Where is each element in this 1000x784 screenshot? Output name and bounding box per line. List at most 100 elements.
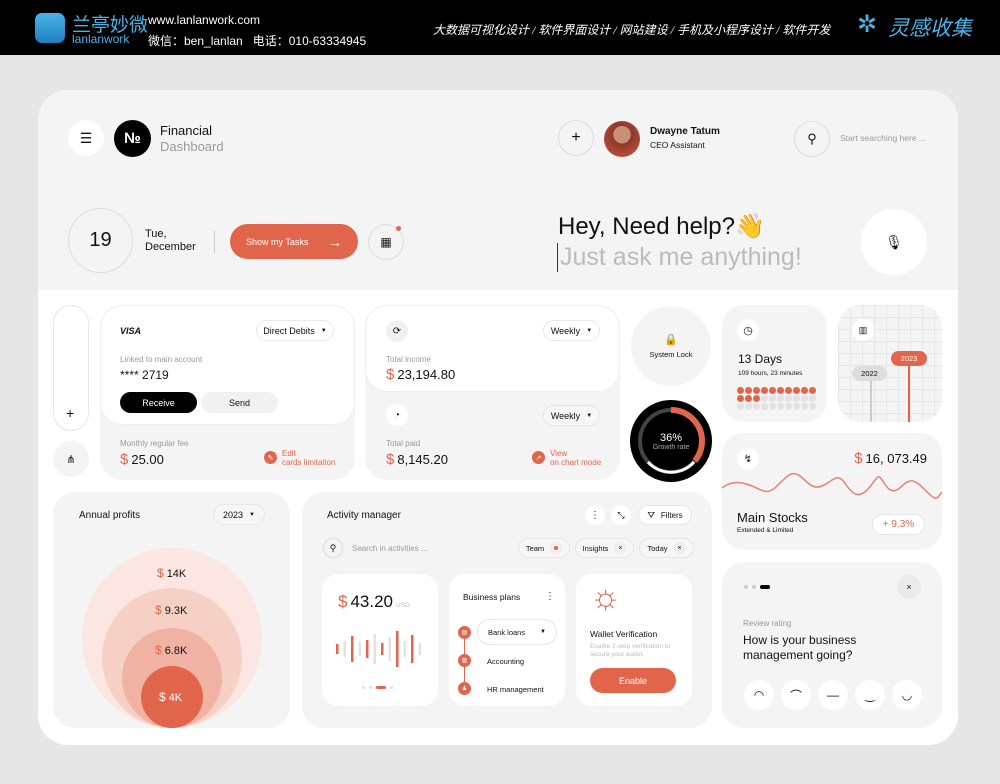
progress-dot	[745, 403, 752, 410]
wave-bar	[336, 644, 339, 654]
logo-cn: 兰亭妙微	[72, 15, 149, 36]
stocks-wave	[722, 472, 942, 499]
year-2022-line	[870, 373, 872, 422]
progress-dot	[777, 387, 784, 394]
income-period-dropdown[interactable]: Weekly ▼	[543, 320, 600, 341]
date-month: December	[145, 241, 196, 253]
direct-debits-dropdown[interactable]: Direct Debits ▼	[256, 320, 334, 341]
caret-down-icon: ▼	[320, 327, 327, 334]
logo-badge: №	[114, 120, 151, 157]
carousel-dots[interactable]	[362, 686, 393, 689]
hr-icon: ♟	[458, 682, 471, 695]
progress-dot	[761, 387, 768, 394]
plan-hr[interactable]: HR management	[487, 685, 544, 694]
close-button[interactable]: ×	[897, 575, 921, 599]
menu-button[interactable]: ☰	[68, 120, 104, 156]
filters-button[interactable]: ⛛ Filters	[638, 505, 692, 525]
income-icon: ⟳	[386, 320, 408, 342]
edit-limit-link[interactable]: Edit cards limitation	[282, 449, 335, 467]
microphone-button[interactable]: 🎙	[861, 209, 927, 275]
progress-dot	[777, 395, 784, 402]
plan-accounting[interactable]: Accounting	[487, 657, 525, 666]
receive-button[interactable]: Receive	[120, 392, 197, 413]
system-lock-button[interactable]: 🔒 System Lock	[631, 306, 711, 386]
view-chart-link[interactable]: View on chart mode	[550, 449, 601, 467]
wave-bar	[403, 641, 406, 657]
year-dropdown[interactable]: 2023 ▼	[213, 504, 265, 525]
rating-face-1[interactable]: ◠	[744, 680, 774, 710]
year-2023-pill[interactable]: 2023	[891, 351, 927, 366]
progress-dots	[737, 387, 817, 410]
close-icon[interactable]: ×	[673, 542, 686, 554]
wave-bar	[418, 643, 421, 655]
search-button[interactable]: ⚲	[794, 121, 830, 157]
progress-dot	[801, 395, 808, 402]
plan-label: Bank loans	[488, 627, 526, 637]
progress-dot	[737, 387, 744, 394]
enable-button[interactable]: Enable	[590, 668, 676, 693]
paid-label: Total paid	[386, 439, 421, 448]
chart-mode-icon[interactable]: ↗	[532, 451, 545, 464]
assistant-greeting: Hey, Need help?👋	[558, 213, 765, 240]
wave-bar	[411, 635, 414, 663]
more-options-button[interactable]: ⋮	[585, 505, 605, 525]
collapse-button[interactable]: ⤡	[611, 505, 631, 525]
profit-circle-4	[141, 666, 203, 728]
send-button[interactable]: Send	[201, 392, 278, 413]
profit-label-1: $14K	[157, 566, 187, 580]
plus-icon[interactable]: +	[66, 405, 75, 421]
add-button[interactable]: +	[558, 120, 594, 156]
rating-face-5[interactable]: ◡	[892, 680, 922, 710]
card-number: **** 2719	[120, 368, 169, 382]
year-2023-line	[908, 359, 910, 422]
activity-search-icon[interactable]: ⚲	[323, 538, 343, 558]
rating-face-4[interactable]: ‿	[855, 680, 885, 710]
wave-bar	[381, 643, 384, 655]
calendar-button[interactable]: ▦	[368, 224, 404, 260]
search-input[interactable]: Start searching here ...	[840, 133, 926, 143]
banner-brand: 灵感收集	[888, 17, 972, 40]
banner-url[interactable]: www.lanlanwork.com	[148, 13, 261, 27]
review-pager[interactable]	[744, 585, 770, 589]
share-button[interactable]: ⋔	[53, 441, 89, 477]
show-tasks-button[interactable]: Show my Tasks →	[230, 224, 358, 259]
rating-face-2[interactable]: ⌒	[781, 680, 811, 710]
stocks-amount: 16, 073.49	[865, 451, 927, 466]
amount-bars	[336, 631, 421, 667]
activity-search-input[interactable]: Search in activities ...	[352, 544, 428, 553]
chip-today[interactable]: Today ×	[639, 538, 694, 558]
progress-dot	[809, 403, 816, 410]
show-tasks-label: Show my Tasks	[246, 236, 309, 247]
app-title: Financial	[160, 123, 213, 138]
close-icon[interactable]: ×	[614, 542, 627, 554]
rating-face-3[interactable]: —	[818, 680, 848, 710]
user-name: Dwayne Tatum	[650, 126, 720, 137]
date-day: 19	[68, 208, 133, 273]
filters-label: Filters	[660, 510, 683, 520]
year-2022-pill[interactable]: 2022	[852, 366, 887, 381]
chip-label: Today	[647, 543, 668, 553]
paid-icon: ◔	[386, 404, 408, 426]
progress-dot	[737, 395, 744, 402]
wave-bar	[358, 642, 361, 656]
year-label: 2023	[223, 509, 244, 520]
activity-title: Activity manager	[327, 510, 401, 521]
avatar[interactable]	[604, 121, 640, 157]
review-question: How is your business management going?	[743, 633, 857, 662]
bank-loans-dropdown[interactable]: Bank loans ▼	[477, 619, 557, 645]
dropdown-label: Direct Debits	[263, 325, 315, 336]
chip-team[interactable]: Team	[518, 538, 570, 558]
progress-dot	[769, 403, 776, 410]
wave-bar	[396, 631, 399, 667]
chip-insights[interactable]: Insights ×	[575, 538, 634, 558]
edit-icon[interactable]: ✎	[264, 451, 277, 464]
time-detail: 109 hours, 23 minutes	[738, 370, 803, 377]
header-area	[38, 90, 958, 290]
progress-dot	[793, 403, 800, 410]
progress-dot	[753, 403, 760, 410]
progress-dot	[745, 387, 752, 394]
assistant-input[interactable]: Just ask me anything!	[557, 243, 802, 272]
paid-period-dropdown[interactable]: Weekly ▼	[543, 405, 600, 426]
plans-more-icon[interactable]: ⋮	[545, 591, 555, 602]
chip-label: Team	[525, 543, 545, 553]
